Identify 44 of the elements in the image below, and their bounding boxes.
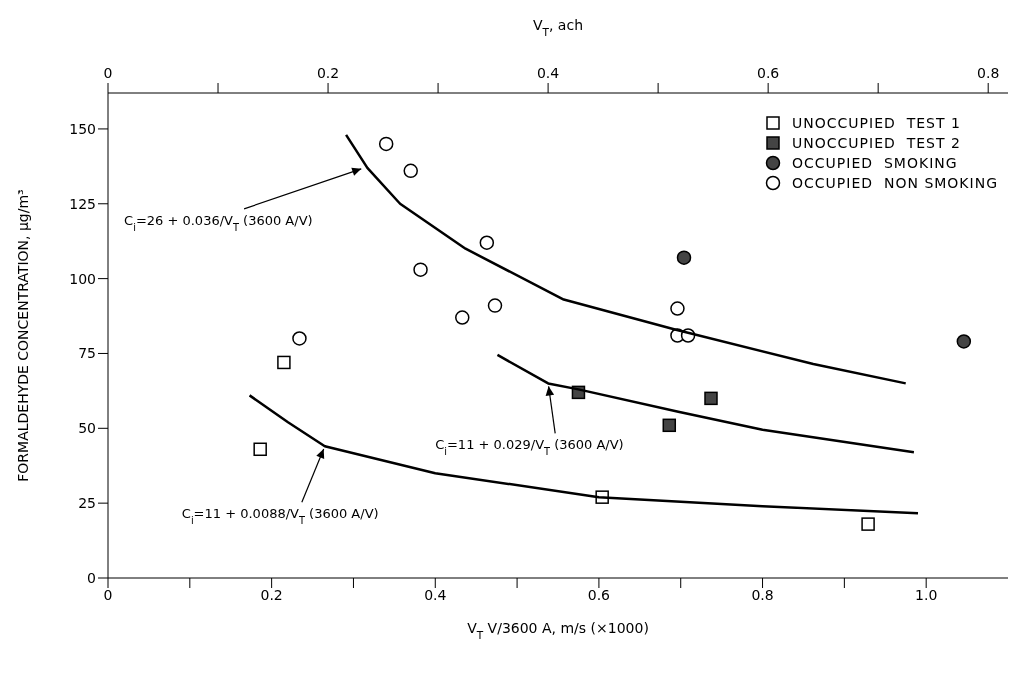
point xyxy=(455,310,470,325)
x-tick-label: 0.4 xyxy=(424,586,447,603)
point xyxy=(413,262,428,277)
point xyxy=(403,163,418,179)
x-tick-label: 0.6 xyxy=(587,586,611,603)
point xyxy=(277,355,291,370)
point xyxy=(487,298,503,313)
annotation: C$_{i}$=11 + 0.0088/V$_{T}$ (3600 A/V) xyxy=(181,506,379,526)
point xyxy=(676,250,692,265)
x2-axis-title: V$_{T}$, ach xyxy=(532,17,584,38)
legend-label: OCCUPIED SMOKING xyxy=(792,154,958,173)
point xyxy=(378,136,394,152)
x2-tick-label: 0.6 xyxy=(757,65,780,81)
x2-tick-label: 0.8 xyxy=(977,65,1000,81)
annotation: C$_{i}$=26 + 0.036/V$_{T}$ (3600 A/V) xyxy=(124,212,313,233)
point xyxy=(292,331,307,346)
x2-tick-label: 0.2 xyxy=(316,65,340,81)
x-tick-label: 0.8 xyxy=(751,586,774,603)
y-tick-label: 0 xyxy=(87,569,96,586)
point xyxy=(861,517,875,531)
y-tick-label: 125 xyxy=(69,195,96,212)
y-tick-label: 25 xyxy=(78,495,96,512)
x-axis-title: V$_{T}$ V/3600 A, m/s (×1000) xyxy=(467,620,649,641)
x2-tick-label: 0 xyxy=(103,65,113,81)
y-tick-label: 150 xyxy=(69,120,96,137)
text: 1.0 xyxy=(915,586,938,603)
point xyxy=(670,301,685,316)
x2-tick-label: 0.4 xyxy=(536,65,560,81)
y-axis-title: FORMALDEHYDE CONCENTRATION, µg/m³ xyxy=(15,189,31,482)
x-tick-label: 0.2 xyxy=(260,586,283,603)
line-series xyxy=(496,353,916,454)
point xyxy=(479,235,495,250)
point xyxy=(704,391,718,406)
legend-label: UNOCCUPIED TEST 1 xyxy=(792,114,961,133)
annotation: C$_{i}$=11 + 0.029/V$_{T}$ (3600 A/V) xyxy=(435,437,624,457)
y-tick-label: 100 xyxy=(69,270,96,287)
y-tick-label: 50 xyxy=(78,420,96,437)
point xyxy=(956,334,972,349)
y-tick-label: 75 xyxy=(78,345,96,362)
point xyxy=(253,442,267,457)
legend-label: OCCUPIED NON SMOKING xyxy=(792,174,998,193)
x-tick-label: 0 xyxy=(103,586,113,603)
point xyxy=(662,418,677,433)
legend-label: UNOCCUPIED TEST 2 xyxy=(792,134,961,153)
